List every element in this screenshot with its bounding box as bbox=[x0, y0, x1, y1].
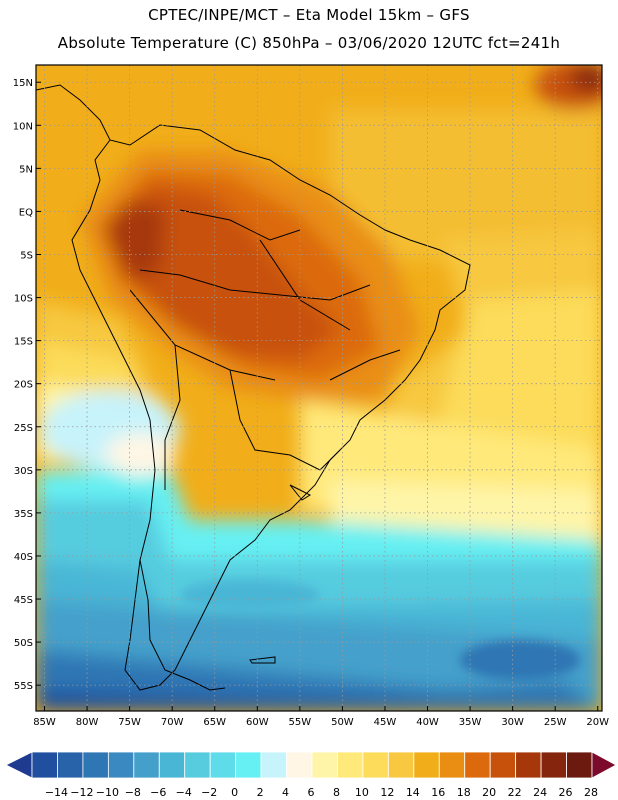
colorbar-swatch bbox=[107, 751, 135, 779]
colorbar-label: −6 bbox=[150, 786, 166, 799]
latitude-labels: 15N 10N 5N EQ 5S 10S 15S 20S 25S 30S 35S 40S 45S 50S 5… bbox=[13, 78, 41, 692]
colorbar-swatch bbox=[311, 751, 338, 779]
coastlines bbox=[36, 84, 471, 691]
lat-label: 5N bbox=[19, 164, 33, 175]
lon-label: 30W bbox=[501, 717, 524, 728]
colorbar-label: −10 bbox=[96, 786, 119, 799]
map-title-line-1: CPTEC/INPE/MCT – Eta Model 15km – GFS bbox=[148, 6, 470, 24]
colorbar-label: 24 bbox=[533, 786, 547, 799]
colorbar-swatch bbox=[158, 751, 186, 779]
colorbar-label: −8 bbox=[125, 786, 141, 799]
lat-label: 10N bbox=[13, 121, 33, 132]
colorbar-swatch bbox=[438, 751, 466, 779]
colorbar-high-arrow bbox=[591, 751, 617, 779]
colorbar-swatch bbox=[489, 751, 517, 779]
colorbar-label: 26 bbox=[559, 786, 573, 799]
colorbar-label: 4 bbox=[282, 786, 289, 799]
lon-label: 55W bbox=[289, 717, 312, 728]
colorbar-swatch bbox=[337, 751, 364, 779]
lon-label: 25W bbox=[544, 717, 567, 728]
lon-label: 20W bbox=[586, 717, 609, 728]
colorbar-swatch bbox=[566, 751, 593, 779]
colorbar-label: 22 bbox=[508, 786, 522, 799]
lon-label: 65W bbox=[203, 717, 226, 728]
colorbar-label: 16 bbox=[431, 786, 445, 799]
lat-label: 5S bbox=[20, 250, 33, 261]
colorbar-swatch bbox=[387, 751, 415, 779]
colorbar-label: −4 bbox=[176, 786, 192, 799]
lon-label: 70W bbox=[161, 717, 184, 728]
colorbar-low-arrow bbox=[5, 751, 33, 779]
colorbar-swatch bbox=[362, 751, 389, 779]
colorbar-swatch bbox=[413, 751, 440, 779]
colorbar-label: 6 bbox=[308, 786, 315, 799]
colorbar-label: 8 bbox=[333, 786, 340, 799]
lon-label: 60W bbox=[246, 717, 269, 728]
lon-label: 80W bbox=[76, 717, 99, 728]
lat-label: 15N bbox=[13, 78, 33, 89]
colorbar-swatch bbox=[82, 751, 109, 779]
lat-label: EQ bbox=[19, 207, 33, 218]
lat-label: 35S bbox=[14, 509, 33, 520]
lat-label: 20S bbox=[14, 380, 33, 391]
colorbar: −14 −12 −10 −8 −6 −4 −2 0 2 4 6 8 10 12 14 16 18 20 22 24 26… bbox=[5, 751, 617, 799]
colorbar-swatch bbox=[235, 751, 262, 779]
colorbar-swatch bbox=[540, 751, 567, 779]
colorbar-swatch bbox=[260, 751, 287, 779]
lon-label: 45W bbox=[374, 717, 397, 728]
colorbar-swatch bbox=[209, 751, 237, 779]
colorbar-label: 2 bbox=[257, 786, 264, 799]
lon-label: 75W bbox=[118, 717, 141, 728]
lon-label: 35W bbox=[459, 717, 482, 728]
lat-label: 50S bbox=[14, 638, 33, 649]
colorbar-swatch bbox=[286, 751, 313, 779]
lat-label: 15S bbox=[14, 337, 33, 348]
colorbar-label: −2 bbox=[201, 786, 217, 799]
colorbar-swatch bbox=[31, 751, 58, 779]
map-frame bbox=[35, 64, 603, 712]
colorbar-label: 14 bbox=[406, 786, 420, 799]
lat-label: 25S bbox=[14, 423, 33, 434]
temperature-field bbox=[36, 65, 602, 711]
lat-label: 45S bbox=[14, 595, 33, 606]
map-title-line-2: Absolute Temperature (C) 850hPa – 03/06/… bbox=[57, 34, 561, 52]
colorbar-label: 28 bbox=[584, 786, 598, 799]
colorbar-swatch bbox=[57, 751, 84, 779]
colorbar-swatch bbox=[184, 751, 211, 779]
lat-label: 55S bbox=[14, 681, 33, 692]
colorbar-label: 20 bbox=[482, 786, 496, 799]
longitude-labels: 85W 80W 75W 70W 65W 60W 55W 50W 45W 40W 35W 30W 25W 2… bbox=[33, 706, 609, 728]
colorbar-label: 0 bbox=[231, 786, 238, 799]
lat-label: 30S bbox=[14, 466, 33, 477]
colorbar-label: −14 bbox=[45, 786, 68, 799]
lat-label: 40S bbox=[14, 552, 33, 563]
colorbar-label: 10 bbox=[355, 786, 369, 799]
lon-label: 85W bbox=[33, 717, 56, 728]
lat-label: 10S bbox=[14, 294, 33, 305]
lon-label: 50W bbox=[331, 717, 354, 728]
colorbar-label: 18 bbox=[457, 786, 471, 799]
colorbar-label: −12 bbox=[70, 786, 93, 799]
colorbar-swatch bbox=[133, 751, 160, 779]
colorbar-swatch bbox=[515, 751, 542, 779]
lon-label: 40W bbox=[416, 717, 439, 728]
colorbar-label: 12 bbox=[380, 786, 394, 799]
colorbar-swatch bbox=[464, 751, 491, 779]
